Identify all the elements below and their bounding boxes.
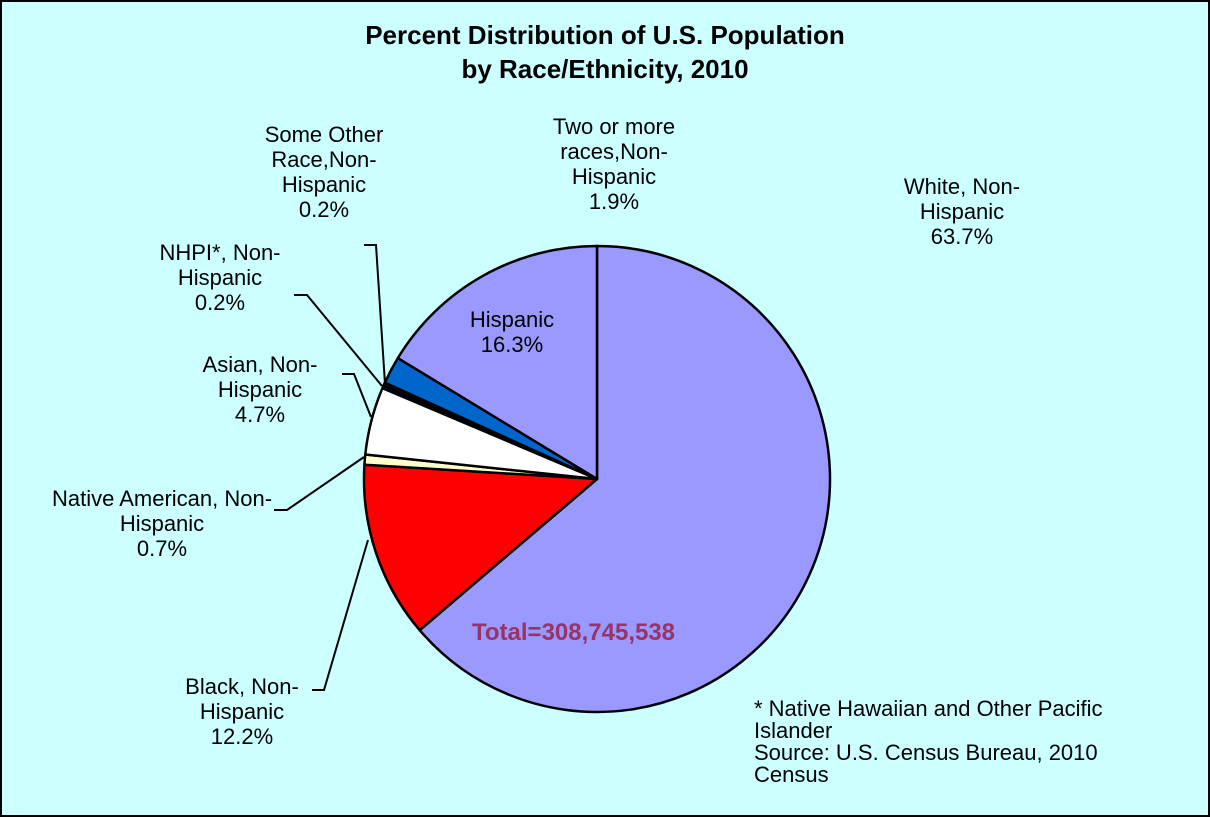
leader-line (274, 456, 365, 511)
value-label: 1.9% (588, 189, 640, 214)
chart-title: Percent Distribution of U.S. Population (365, 20, 845, 50)
value-label: 4.7% (234, 402, 286, 427)
pie-slice (418, 244, 832, 714)
leader-line (294, 294, 383, 387)
chart-title: by Race/Ethnicity, 2010 (461, 54, 749, 84)
category-label: Asian, Non-Hispanic (202, 352, 318, 402)
leader-lines (274, 244, 386, 691)
slice-label: Native American, Non-Hispanic 0.7% (32, 486, 292, 561)
category-label: NHPI*, Non-Hispanic (159, 240, 281, 290)
slice-label: Two or more races,Non-Hispanic 1.9% (529, 114, 699, 214)
footnote: * Native Hawaiian and Other Pacific Isla… (754, 696, 1103, 743)
value-label: 16.3% (480, 332, 544, 357)
category-label: Native American, Non-Hispanic (51, 486, 273, 536)
slice-label: White, Non-Hispanic 63.7% (877, 174, 1047, 249)
slice-label: Hispanic 16.3% (432, 307, 592, 357)
slice-label: Some Other Race,Non-Hispanic 0.2% (249, 122, 399, 222)
annotation: Total=308,745,538 (472, 619, 676, 646)
category-label: Black, Non-Hispanic (185, 674, 299, 724)
value-label: 0.2% (298, 197, 350, 222)
category-label: Two or more races,Non-Hispanic (552, 114, 676, 189)
slice-label: NHPI*, Non-Hispanic 0.2% (135, 240, 305, 315)
slice-label: Black, Non-Hispanic 12.2% (157, 674, 327, 749)
value-label: 63.7% (930, 224, 994, 249)
pie-slice (396, 244, 599, 481)
value-label: 12.2% (210, 724, 274, 749)
value-label: 0.7% (136, 536, 188, 561)
category-label: Some Other Race,Non-Hispanic (264, 122, 384, 197)
pie (362, 244, 832, 714)
leader-line (364, 244, 386, 385)
slice-label: Asian, Non-Hispanic 4.7% (175, 352, 345, 427)
category-label: White, Non-Hispanic (903, 174, 1021, 224)
leader-line (342, 373, 372, 418)
category-label: Hispanic (469, 307, 555, 332)
source: Source: U.S. Census Bureau, 2010 Census (754, 740, 1098, 787)
pie-slice (362, 463, 599, 632)
leader-line (312, 539, 369, 691)
value-label: 0.2% (194, 290, 246, 315)
